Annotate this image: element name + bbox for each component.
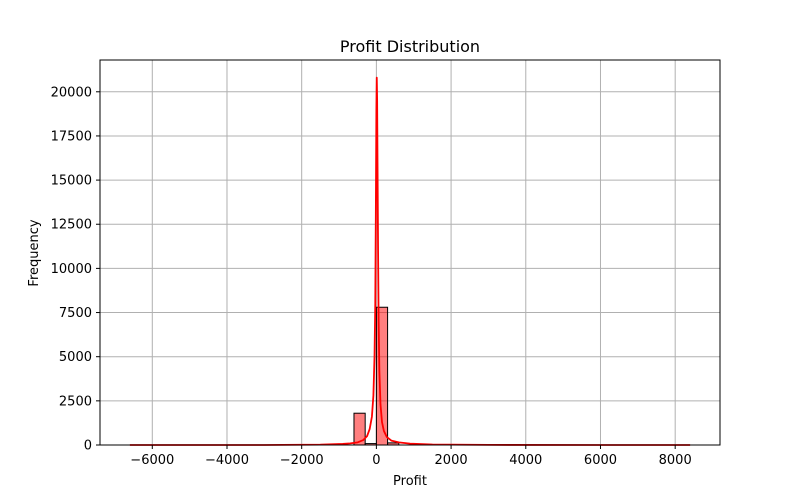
y-tick-label: 10000	[51, 262, 92, 277]
x-tick-label: 6000	[584, 453, 617, 468]
histogram-bars	[353, 306, 400, 446]
x-tick-label: −6000	[130, 453, 174, 468]
y-tick-label: 17500	[51, 129, 92, 144]
y-tick-label: 20000	[51, 85, 92, 100]
x-tick-label: −4000	[205, 453, 249, 468]
y-tick-label: 7500	[59, 306, 92, 321]
x-tick-label: 8000	[659, 453, 692, 468]
x-axis-label: Profit	[393, 474, 427, 489]
x-tick-label: 2000	[435, 453, 468, 468]
kde-line	[129, 76, 691, 446]
y-axis-label: Frequency	[27, 219, 42, 286]
x-tick-label: 4000	[509, 453, 542, 468]
y-tick-label: 5000	[59, 350, 92, 365]
y-tick-label: 2500	[59, 394, 92, 409]
y-tick-label: 0	[84, 439, 92, 454]
chart-title: Profit Distribution	[340, 37, 480, 56]
grid	[100, 60, 720, 446]
ticks: −6000 −4000 −2000 0 2000 4000 6000 8000 0 2500 500…	[51, 85, 692, 468]
x-tick-label: −2000	[280, 453, 324, 468]
x-tick-label: 0	[372, 453, 380, 468]
y-tick-label: 12500	[51, 218, 92, 233]
plot-frame	[99, 59, 721, 446]
y-tick-label: 15000	[51, 174, 92, 189]
